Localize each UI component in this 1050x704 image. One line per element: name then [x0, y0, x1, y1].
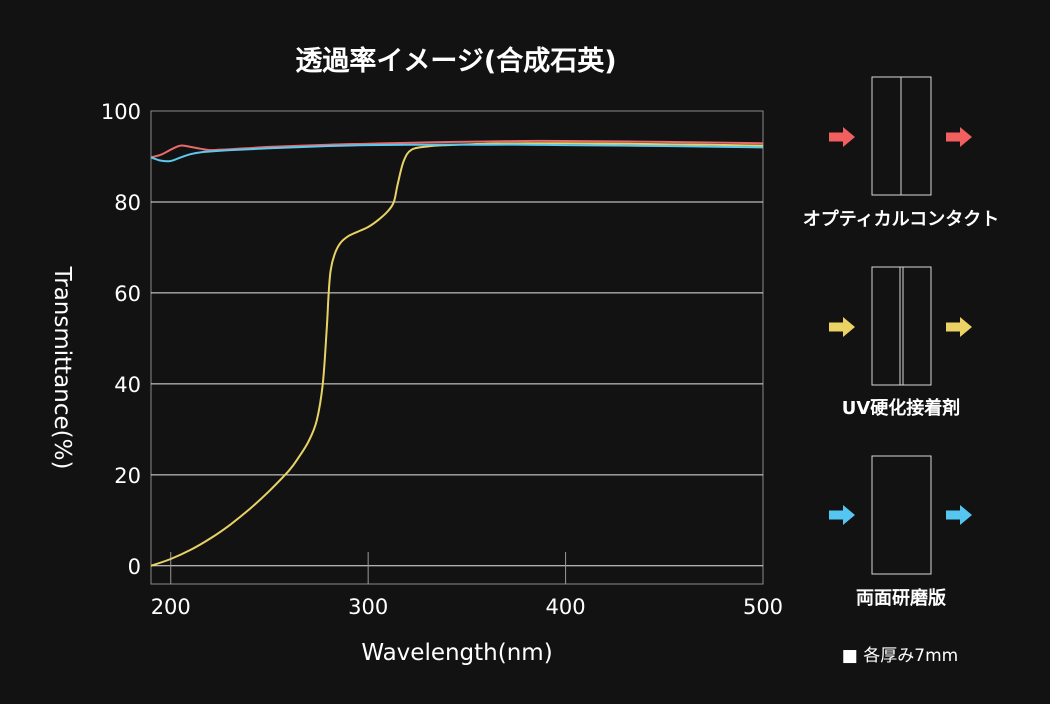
outgoing-arrow-icon — [946, 317, 972, 337]
y-axis-label: Transmittance(%) — [49, 266, 75, 470]
legend-item-label: 両面研磨版 — [856, 587, 946, 609]
legend-item-1: UV硬化接着剤 — [842, 266, 961, 419]
incoming-arrow-icon — [829, 505, 855, 525]
x-tick-label-200: 200 — [151, 595, 191, 619]
legend-item-label: オプティカルコンタクト — [803, 208, 1000, 230]
sample-block — [871, 266, 932, 386]
series-line-1 — [150, 139, 764, 159]
chart-title: 透過率イメージ(合成石英) — [295, 45, 616, 77]
x-tick-label-400: 400 — [546, 595, 586, 619]
y-tick-label-60: 60 — [114, 282, 141, 306]
series-line-0 — [150, 142, 764, 567]
axis-inner-tick-marks — [170, 552, 567, 584]
x-tick-label-300: 300 — [348, 595, 388, 619]
y-tick-labels: 0 20 40 60 80 100 — [101, 100, 141, 579]
y-tick-label-80: 80 — [114, 191, 141, 215]
outgoing-arrow-icon — [946, 127, 972, 147]
legend-item-label: UV硬化接着剤 — [842, 397, 961, 419]
y-tick-label-0: 0 — [128, 555, 141, 579]
legend-item-0: オプティカルコンタクト — [803, 76, 1000, 230]
legend-item-2: 両面研磨版 — [856, 455, 946, 609]
y-tick-label-20: 20 — [114, 464, 141, 488]
x-tick-label-500: 500 — [743, 595, 783, 619]
x-axis-label: Wavelength(nm) — [361, 640, 552, 666]
grid-lines — [151, 201, 763, 567]
y-tick-label-40: 40 — [114, 373, 141, 397]
outgoing-arrow-icon — [946, 505, 972, 525]
thickness-note: ■ 各厚み7mm — [842, 646, 958, 666]
incoming-arrow-icon — [829, 317, 855, 337]
series-line-2 — [150, 143, 764, 163]
x-tick-labels: 200 300 400 500 — [151, 595, 783, 619]
y-tick-label-100: 100 — [101, 100, 141, 124]
plot-frame — [150, 110, 764, 585]
series-lines — [150, 139, 764, 567]
incoming-arrow-icon — [829, 127, 855, 147]
sample-block — [871, 455, 932, 575]
